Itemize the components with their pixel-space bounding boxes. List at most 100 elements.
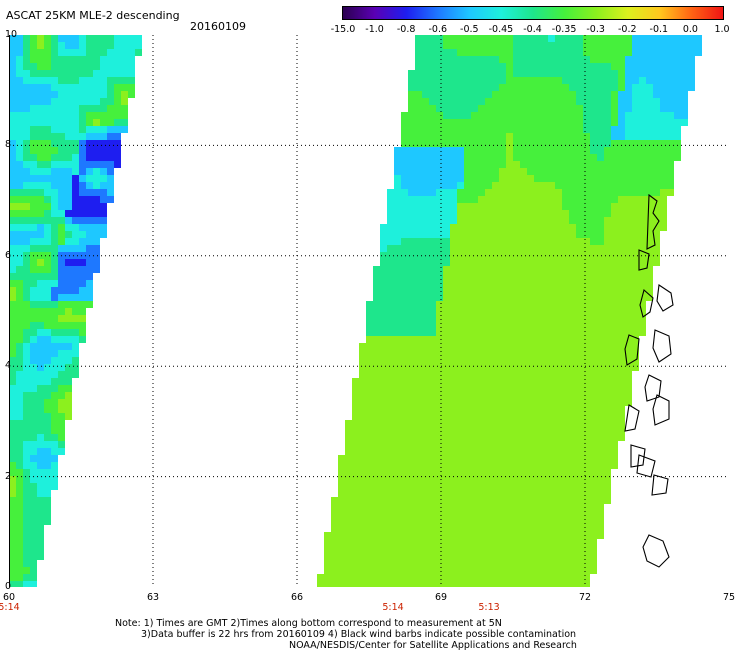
data-cell [541,175,548,182]
data-cell [562,224,569,231]
data-cell [464,518,471,525]
data-cell [513,574,520,581]
data-cell [618,266,625,273]
data-cell [44,175,51,182]
data-cell [604,357,611,364]
data-cell [44,147,51,154]
data-cell [660,224,667,231]
data-cell [541,56,548,63]
data-cell [576,413,583,420]
data-cell [93,189,100,196]
data-cell [485,476,492,483]
data-cell [541,49,548,56]
data-cell [373,315,380,322]
data-cell [611,448,618,455]
data-cell [562,539,569,546]
data-cell [485,119,492,126]
data-cell [478,315,485,322]
data-cell [464,448,471,455]
data-cell [415,546,422,553]
data-cell [597,329,604,336]
data-cell [464,294,471,301]
data-cell [65,343,72,350]
data-cell [23,539,30,546]
data-cell [58,77,65,84]
data-cell [471,413,478,420]
data-cell [86,210,93,217]
data-cell [121,77,128,84]
data-cell [555,483,562,490]
data-cell [520,203,527,210]
data-cell [429,147,436,154]
data-cell [464,112,471,119]
data-cell [443,504,450,511]
data-cell [408,266,415,273]
data-cell [569,483,576,490]
data-cell [618,322,625,329]
data-cell [513,294,520,301]
data-cell [394,504,401,511]
data-cell [387,392,394,399]
data-cell [408,238,415,245]
data-cell [450,168,457,175]
data-cell [9,343,16,350]
data-cell [520,238,527,245]
data-cell [674,84,681,91]
data-cell [471,273,478,280]
data-cell [471,483,478,490]
data-cell [443,112,450,119]
data-cell [555,392,562,399]
data-cell [450,336,457,343]
data-cell [590,385,597,392]
data-cell [457,497,464,504]
data-cell [492,259,499,266]
data-cell [569,266,576,273]
data-cell [37,231,44,238]
data-cell [415,371,422,378]
data-cell [373,301,380,308]
data-cell [387,378,394,385]
data-cell [667,182,674,189]
data-cell [16,315,23,322]
data-cell [16,448,23,455]
data-cell [331,497,338,504]
data-cell [590,182,597,189]
data-cell [65,49,72,56]
data-cell [471,42,478,49]
y-axis-label: 0 [5,581,12,592]
data-cell [555,336,562,343]
data-cell [590,455,597,462]
data-cell [394,378,401,385]
data-cell [590,497,597,504]
data-cell [394,308,401,315]
data-cell [9,294,16,301]
data-cell [394,175,401,182]
data-cell [625,168,632,175]
data-cell [569,294,576,301]
data-cell [569,469,576,476]
data-cell [450,70,457,77]
data-cell [478,518,485,525]
data-cell [506,266,513,273]
data-cell [51,175,58,182]
data-cell [450,161,457,168]
data-cell [667,119,674,126]
data-cell [492,280,499,287]
data-cell [345,462,352,469]
data-cell [65,133,72,140]
data-cell [485,224,492,231]
data-cell [58,161,65,168]
data-cell [58,315,65,322]
data-cell [576,70,583,77]
data-cell [485,287,492,294]
footnote-line-1: Note: 1) Times are GMT 2)Times along bot… [115,618,502,629]
data-cell [541,343,548,350]
data-cell [464,511,471,518]
data-cell [555,427,562,434]
data-cell [597,203,604,210]
data-cell [352,574,359,581]
data-cell [51,462,58,469]
data-cell [72,98,79,105]
data-cell [513,420,520,427]
data-cell [415,308,422,315]
